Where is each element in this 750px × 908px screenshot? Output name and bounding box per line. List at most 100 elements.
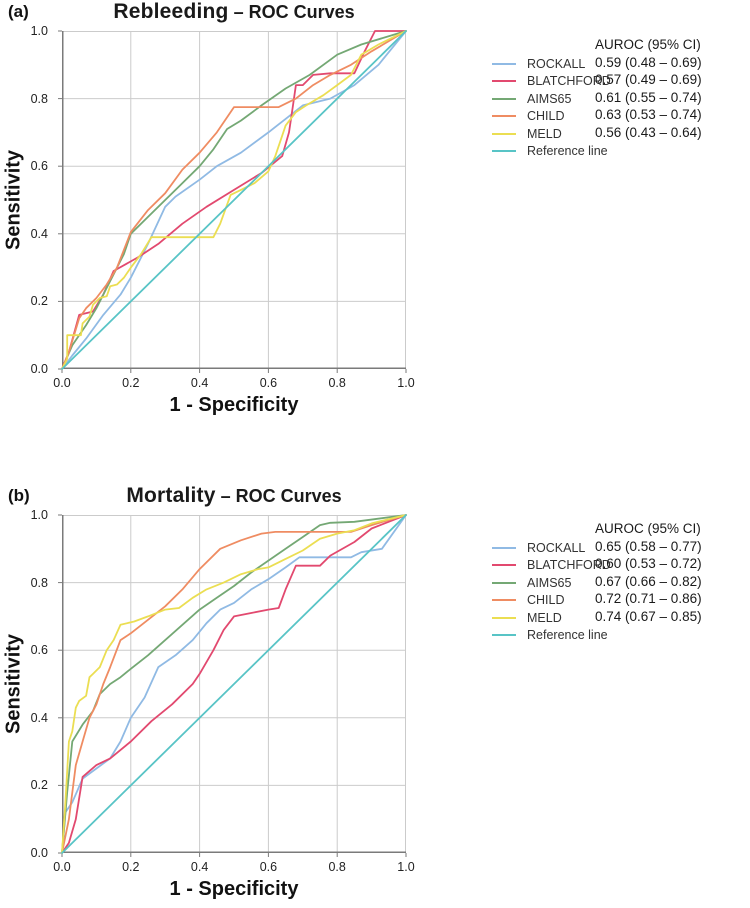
x-tick-label: 1.0: [397, 860, 415, 874]
y-tick-label: 0.6: [30, 159, 48, 174]
auroc-value-blatchford: 0.60 (0.53 – 0.72): [595, 556, 702, 571]
x-axis-label: 1 - Specificity: [169, 878, 299, 900]
auroc-column: AUROC (95% CI) 0.59 (0.48 – 0.69) 0.57 (0…: [595, 36, 702, 141]
auroc-value-meld: 0.56 (0.43 – 0.64): [595, 124, 702, 140]
legend-label: ROCKALL: [527, 56, 586, 71]
auroc-value-aims65: 0.61 (0.55 – 0.74): [595, 89, 702, 105]
x-tick-label: 0.2: [122, 860, 140, 874]
legend-item-reference-line: Reference line: [492, 143, 611, 161]
legend-rows: ROCKALL BLATCHFORD AIMS65 CHILD MELD Referenc…: [492, 55, 611, 160]
x-tick-label: 1.0: [397, 376, 415, 390]
roc-curve-aims65: [61, 514, 407, 854]
x-axis-ticks: 0.0 0.2 0.4 0.6 0.8 1.0: [53, 860, 414, 875]
x-tick-label: 0.0: [53, 860, 71, 874]
legend-swatch: [492, 150, 516, 153]
y-tick-label: 1.0: [30, 508, 48, 522]
y-tick-label: 0.2: [30, 778, 48, 793]
roc-curve-reference-line: [61, 514, 407, 854]
roc-curve-aims65: [61, 30, 407, 370]
x-tick-label: 0.4: [190, 860, 209, 874]
auroc-value-blatchford: 0.57 (0.49 – 0.69): [595, 72, 702, 87]
chart-title-mortality: Mortality – ROC Curves: [62, 484, 406, 508]
legend-item-aims65: AIMS65: [492, 90, 611, 108]
legend-swatch: [492, 599, 516, 602]
legend-swatch: [492, 546, 516, 549]
legend-label: AIMS65: [527, 91, 572, 106]
y-axis-ticks: 0.0 0.2 0.4 0.6 0.8 1.0: [24, 508, 56, 860]
legend-swatch: [492, 80, 516, 83]
x-axis-label: 1 - Specificity: [169, 394, 299, 416]
roc-curve-meld: [61, 30, 407, 370]
legend-item-child: CHILD: [492, 592, 611, 610]
panel-mortality: (b) Mortality – ROC Curves Sensitivity 0.…: [0, 484, 750, 908]
roc-curve-reference-line: [61, 30, 407, 370]
legend-label: ROCKALL: [527, 540, 586, 555]
legend-label: CHILD: [527, 109, 565, 124]
auroc-value-child: 0.72 (0.71 – 0.86): [595, 591, 702, 606]
y-tick-label: 0.2: [30, 294, 48, 309]
x-tick-label: 0.6: [259, 860, 278, 874]
chart-title-main: Mortality: [126, 484, 216, 507]
auroc-header: AUROC (95% CI): [595, 521, 701, 536]
roc-curve-rockall: [61, 30, 407, 370]
y-tick-label: 0.8: [30, 91, 48, 106]
roc-plot: [58, 514, 407, 857]
x-tick-label: 0.0: [53, 376, 71, 390]
legend-item-reference-line: Reference line: [492, 627, 611, 645]
panel-rebleeding: (a) Rebleeding – ROC Curves Sensitivity 0…: [2, 0, 702, 416]
roc-curve-blatchford: [61, 514, 407, 854]
legend-label: MELD: [527, 126, 562, 141]
legend-label: MELD: [527, 610, 562, 625]
legend-swatch: [492, 115, 516, 118]
auroc-value-rockall: 0.65 (0.58 – 0.77): [595, 538, 702, 554]
plot-area: [58, 30, 407, 373]
legend-swatch: [492, 564, 516, 567]
legend-item-meld: MELD: [492, 125, 611, 143]
legend-rows: ROCKALL BLATCHFORD AIMS65 CHILD MELD Referenc…: [492, 539, 611, 644]
y-tick-label: 0.4: [30, 710, 48, 725]
legend-label: BLATCHFORD: [527, 558, 611, 573]
chart-title-rebleeding: Rebleeding – ROC Curves: [62, 0, 406, 24]
legend-item-rockall: ROCKALL: [492, 55, 611, 73]
roc-curve-child: [61, 30, 407, 370]
roc-curve-meld: [61, 514, 407, 854]
legend-item-aims65: AIMS65: [492, 574, 611, 592]
chart-title-main: Rebleeding: [113, 0, 229, 23]
chart-title-suffix: – ROC Curves: [220, 486, 342, 506]
legend-swatch: [492, 132, 516, 135]
legend-swatch: [492, 62, 516, 65]
y-tick-label: 0.8: [30, 575, 48, 590]
y-tick-label: 1.0: [30, 24, 48, 38]
legend-label: CHILD: [527, 593, 565, 608]
legend-item-rockall: ROCKALL: [492, 539, 611, 557]
y-tick-label: 0.6: [30, 643, 48, 658]
auroc-value-meld: 0.74 (0.67 – 0.85): [595, 608, 702, 624]
y-axis-label: Sensitivity: [2, 149, 25, 251]
x-tick-label: 0.8: [328, 860, 346, 874]
roc-plot: [58, 30, 407, 373]
x-tick-label: 0.4: [190, 376, 209, 390]
legend-label: BLATCHFORD: [527, 74, 611, 89]
legend-label: Reference line: [527, 144, 608, 159]
legend-item-child: CHILD: [492, 108, 611, 126]
auroc-column: AUROC (95% CI) 0.65 (0.58 – 0.77) 0.60 (0…: [595, 520, 702, 625]
chart-title-suffix: – ROC Curves: [233, 2, 355, 22]
legend-item-blatchford: BLATCHFORD: [492, 557, 611, 575]
roc-curve-rockall: [61, 514, 407, 854]
legend-swatch: [492, 97, 516, 100]
plot-area: [58, 514, 407, 857]
legend-swatch: [492, 634, 516, 637]
legend-item-meld: MELD: [492, 609, 611, 627]
y-tick-label: 0.0: [30, 846, 48, 860]
panel-label-b: (b): [8, 486, 30, 505]
legend-swatch: [492, 616, 516, 619]
y-tick-label: 0.4: [30, 226, 48, 241]
x-tick-label: 0.6: [259, 376, 278, 390]
panel-label-a: (a): [8, 2, 29, 21]
legend-swatch: [492, 581, 516, 584]
legend-label: Reference line: [527, 628, 608, 643]
y-tick-label: 0.0: [30, 362, 48, 376]
y-axis-ticks: 0.0 0.2 0.4 0.6 0.8 1.0: [24, 24, 56, 376]
x-tick-label: 0.8: [328, 376, 346, 390]
